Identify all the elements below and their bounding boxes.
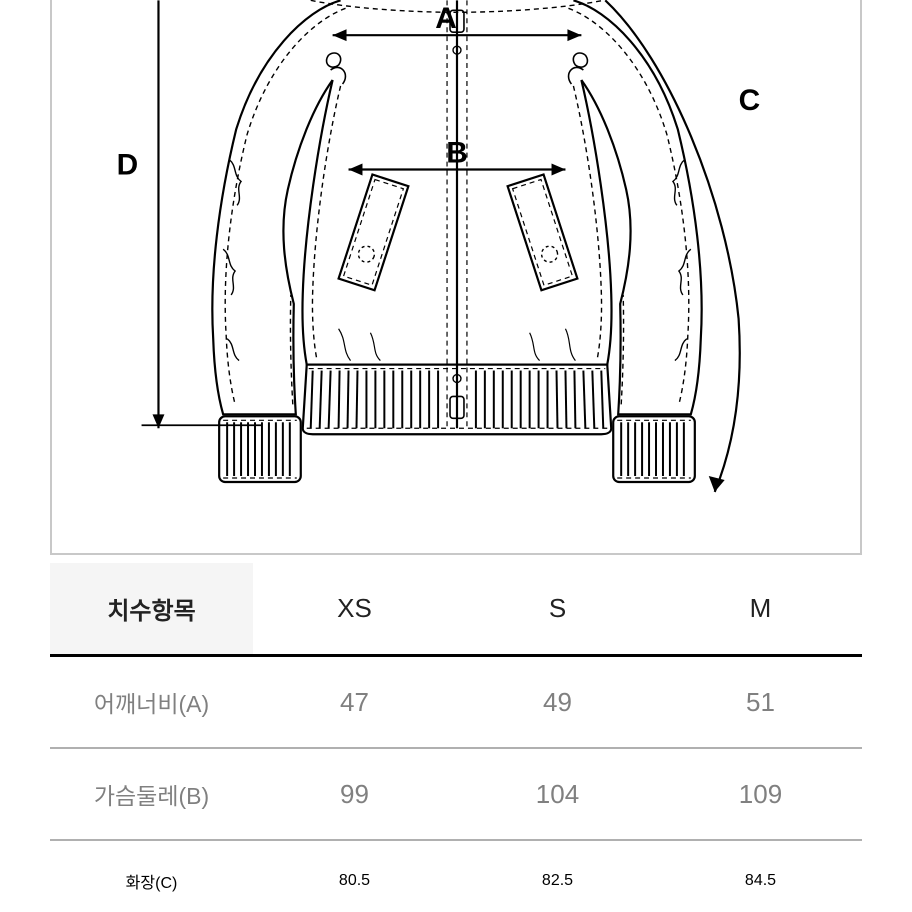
jacket-diagram: D <box>50 0 862 555</box>
cell-value: 80.5 <box>253 844 456 912</box>
cell-value: 109 <box>659 751 862 838</box>
dim-label-a: A <box>435 2 457 35</box>
size-table: 치수항목 XS S M 어깨너비(A) 47 49 51 가슴둘레(B) 99 … <box>50 563 862 912</box>
cell-value: 104 <box>456 751 659 838</box>
row-label: 화장(C) <box>50 841 253 912</box>
cell-value: 51 <box>659 659 862 746</box>
dim-label-b: B <box>446 137 468 170</box>
dim-label-d: D <box>117 149 139 182</box>
table-row: 어깨너비(A) 47 49 51 <box>50 657 862 749</box>
col-header-xs: XS <box>253 565 456 652</box>
cell-value: 49 <box>456 659 659 746</box>
col-header-measure: 치수항목 <box>50 563 253 654</box>
cell-value: 99 <box>253 751 456 838</box>
table-row: 화장(C) 80.5 82.5 84.5 <box>50 841 862 912</box>
table-row: 가슴둘레(B) 99 104 109 <box>50 749 862 841</box>
row-label: 가슴둘레(B) <box>50 749 253 839</box>
cell-value: 47 <box>253 659 456 746</box>
cell-value: 84.5 <box>659 844 862 912</box>
col-header-m: M <box>659 565 862 652</box>
row-label: 어깨너비(A) <box>50 657 253 747</box>
dim-label-c: C <box>739 84 761 117</box>
cell-value: 82.5 <box>456 844 659 912</box>
table-header-row: 치수항목 XS S M <box>50 563 862 657</box>
col-header-s: S <box>456 565 659 652</box>
